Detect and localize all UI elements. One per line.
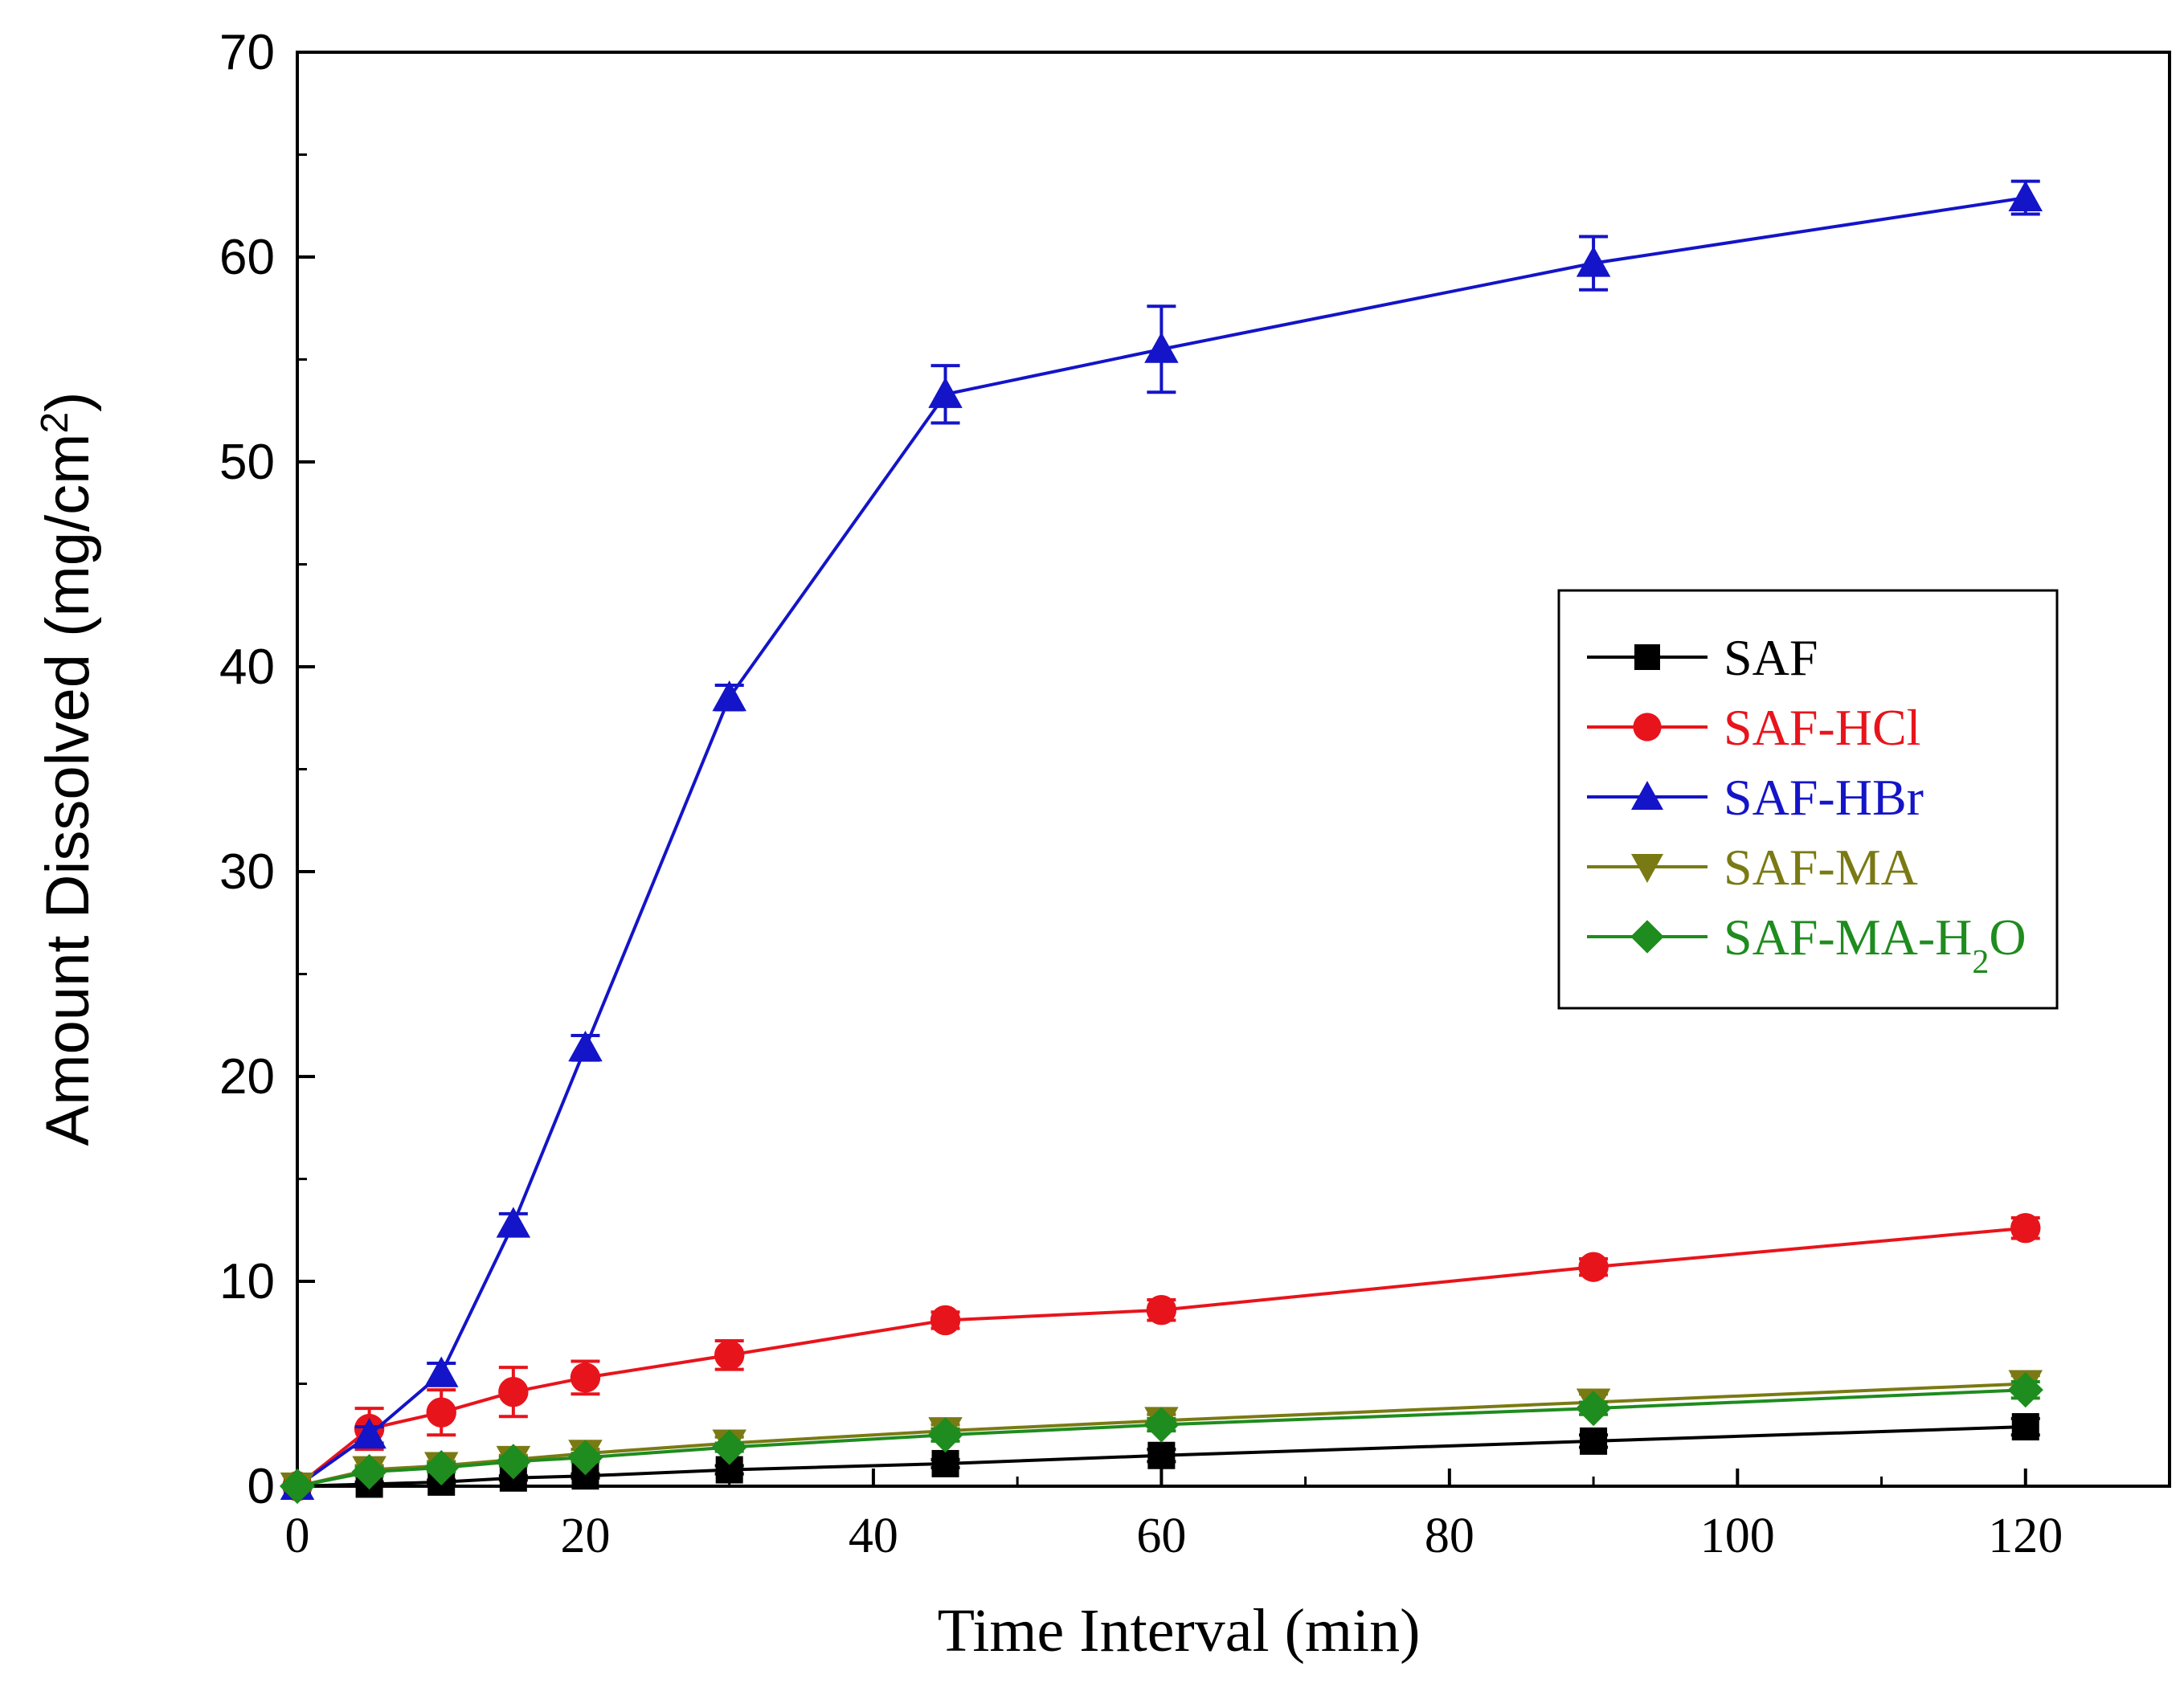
x-tick-label-60: 60 [1136,1509,1186,1563]
legend-label-main: SAF-HBr [1724,769,1924,826]
legend-label-suffix: O [1989,909,2026,966]
data-point [571,1362,600,1392]
legend-marker [1633,713,1661,741]
data-point [714,1340,744,1370]
x-tick-label-100: 100 [1700,1509,1775,1563]
legend-marker [1634,644,1660,670]
legend-label-sub: 2 [1972,944,1989,981]
x-tick-label-20: 20 [560,1509,610,1563]
y-axis-title-main: Amount Dissolved (mg/cm [34,434,102,1146]
legend-label-main: SAF-MA-H [1724,909,1972,966]
y-tick-label-20: 20 [219,1049,275,1105]
data-point [424,1357,459,1387]
x-tick-label-120: 120 [1988,1509,2063,1563]
y-tick-label-30: 30 [219,844,275,900]
data-point [2010,1213,2040,1243]
data-point [930,1305,960,1335]
y-tick-label-50: 50 [219,435,275,490]
legend: SAF SAF-HCl SAF-HBr SAF-MA SAF-MA-H2O [1559,590,2057,1008]
y-tick-label-60: 60 [219,230,275,285]
data-point [498,1377,528,1407]
x-tick-label-80: 80 [1425,1509,1474,1563]
data-point [1580,1428,1607,1455]
y-axis-title-sup: 2 [34,412,76,434]
data-point [932,1450,959,1477]
legend-label: SAF-HBr [1724,769,1924,826]
y-axis-title: Amount Dissolved (mg/cm2) [34,392,103,1146]
data-point [1578,1252,1608,1281]
y-tick-label-70: 70 [219,25,275,80]
legend-label-main: SAF [1724,629,1818,686]
data-point [1147,1442,1175,1469]
data-point [1147,1295,1176,1325]
legend-label: SAF-HCl [1724,699,1920,756]
data-point [2012,1413,2039,1440]
x-tick-label-0: 0 [285,1509,310,1563]
data-point [427,1398,456,1428]
legend-label-main: SAF-HCl [1724,699,1920,756]
legend-label-main: SAF-MA [1724,839,1918,896]
y-axis-title-close: ) [34,392,102,412]
y-tick-label-10: 10 [219,1254,275,1309]
legend-label: SAF-MA [1724,839,1918,896]
data-point [2009,181,2043,211]
y-tick-label-40: 40 [219,639,275,695]
legend-label: SAF [1724,629,1818,686]
chart: 0 10 20 30 40 50 60 70 0 20 40 60 80 100 120 Time Inte… [0,0,2184,1683]
data-point [497,1207,531,1237]
x-axis-title: Time Interval (min) [938,1597,1421,1665]
x-tick-label-40: 40 [849,1509,898,1563]
y-tick-label-0: 0 [247,1459,275,1514]
